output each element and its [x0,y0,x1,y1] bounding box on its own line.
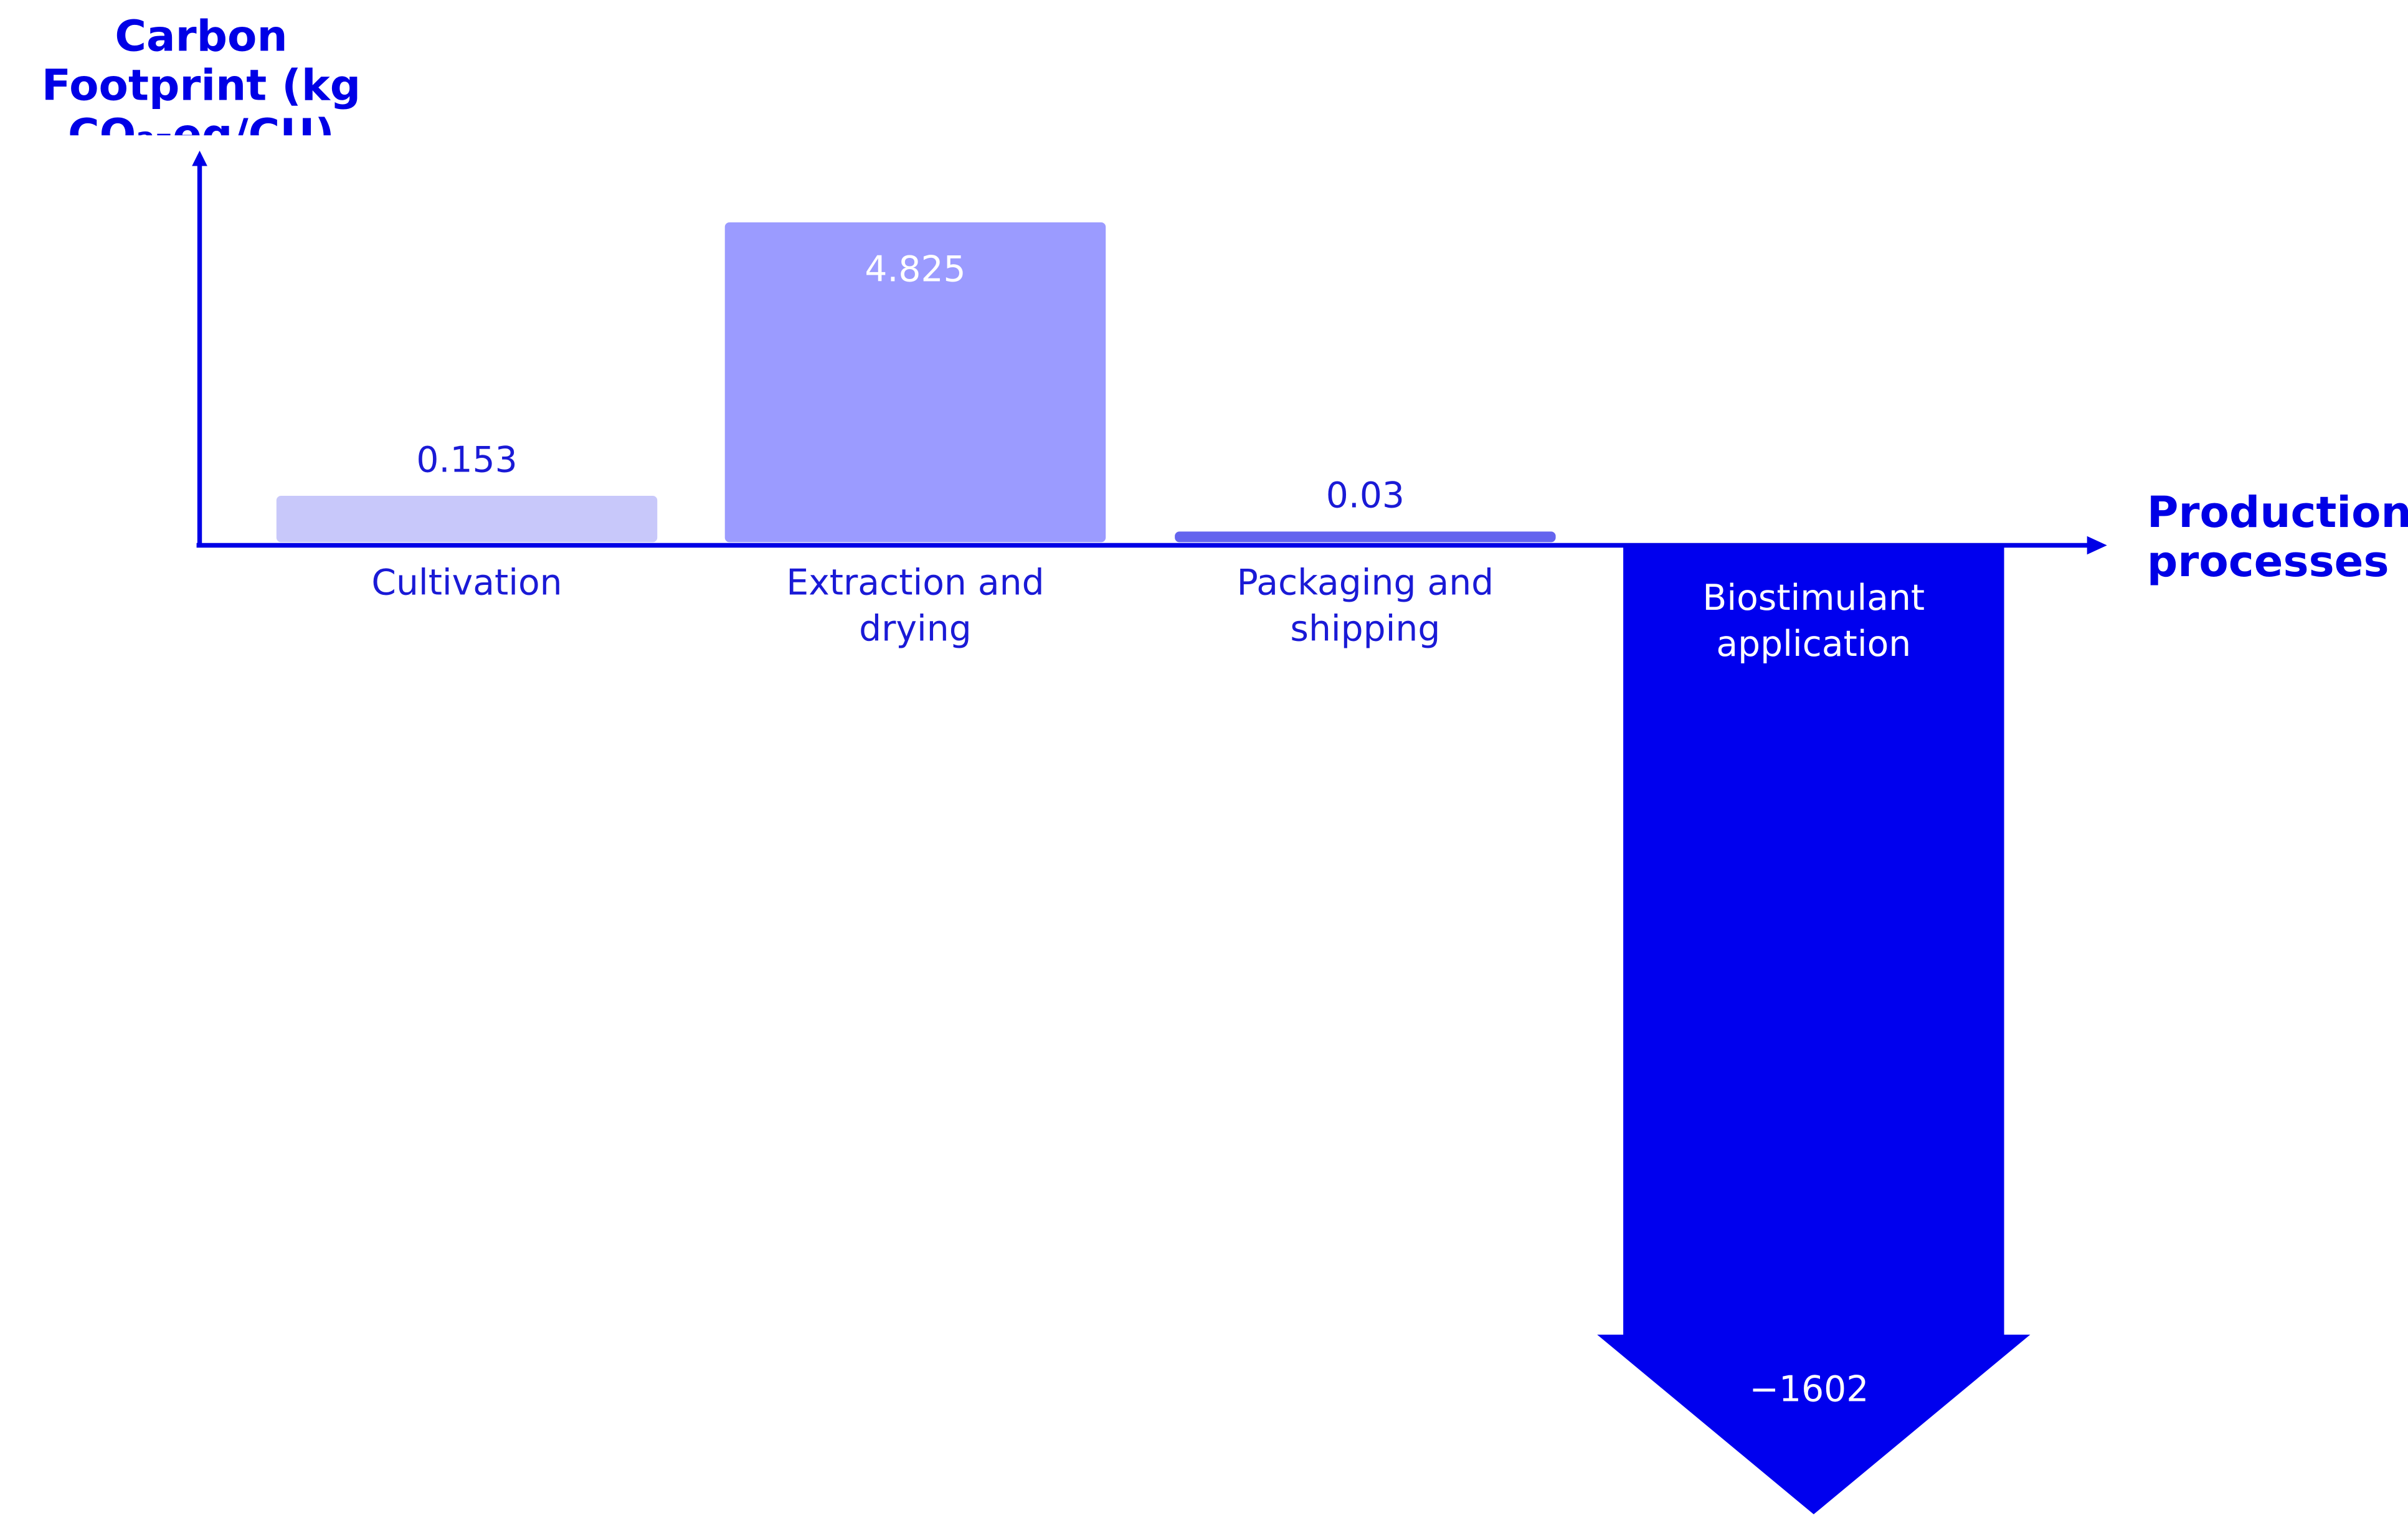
value-label: 0.03 [1326,475,1405,516]
x-tick-label-box: Packaging and shipping [1236,564,1494,650]
x-tick-label: Biostimulant application [1702,579,1925,665]
y-axis-title: Carbon Footprint (kg CO₂-eq/CU) [41,12,361,136]
y-axis-title-box: Carbon Footprint (kg CO₂-eq/CU) [41,12,361,136]
value-label: −1602 [1750,1369,1869,1410]
x-tick-label: Cultivation [371,564,562,604]
bar [276,495,658,543]
value-label: 0.153 [416,439,517,480]
x-tick-label-box: Biostimulant application [1702,579,1925,665]
x-tick-label: Packaging and shipping [1236,564,1494,650]
x-tick-label-box: Cultivation [371,564,562,604]
bar-arrow [1597,546,2031,1515]
bar [1175,531,1556,543]
y-axis-arrow [192,150,207,166]
bar [724,222,1106,543]
x-axis-title-box: Production processes [2146,488,2408,587]
x-tick-label: Extraction and drying [786,564,1045,650]
x-axis-title: Production processes [2146,488,2408,587]
value-label: 4.825 [865,249,965,290]
x-tick-label-box: Extraction and drying [786,564,1045,650]
x-axis-arrow [2087,536,2107,555]
